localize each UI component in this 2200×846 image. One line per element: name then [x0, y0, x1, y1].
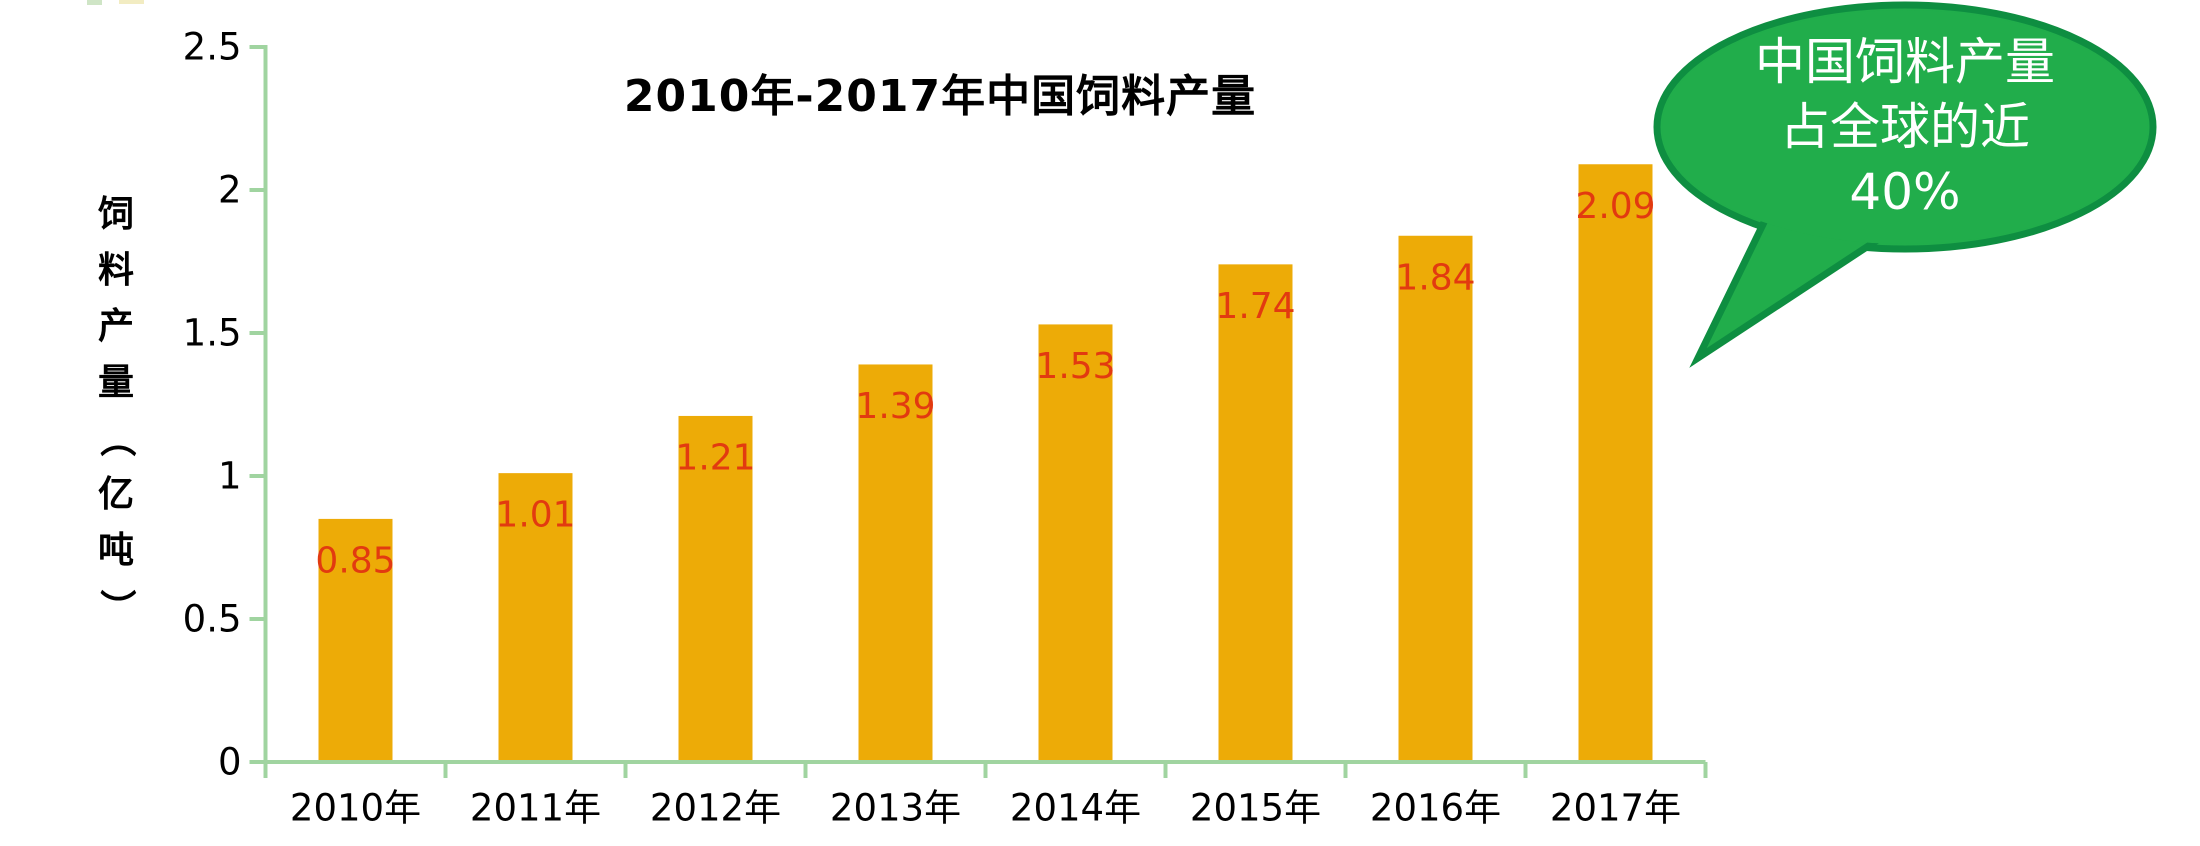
bar-value-label: 1.53: [1035, 346, 1115, 387]
bar-value-label: 1.21: [675, 437, 755, 478]
y-axis-title-char: 量: [97, 362, 134, 403]
bar-value-label: 1.01: [495, 495, 575, 536]
bar-2011年: [498, 473, 573, 764]
x-tick-label: 2011年: [470, 787, 601, 830]
bar-2010年: [318, 518, 393, 764]
y-tick-label: 1: [218, 455, 242, 498]
bar-2012年: [678, 415, 753, 764]
bar-2013年: [858, 364, 933, 764]
edge-artifact: [87, 0, 102, 5]
x-tick-label: 2010年: [290, 787, 421, 830]
callout-text-line: 中国饲料产量: [1755, 33, 2055, 91]
callout-text-line: 占全球的近: [1780, 98, 2030, 156]
x-tick-label: 2017年: [1550, 787, 1681, 830]
bar-2015年: [1218, 264, 1293, 764]
x-tick-label: 2014年: [1010, 787, 1141, 830]
edge-artifact: [119, 0, 144, 4]
chart-title: 2010年-2017年中国饲料产量: [623, 71, 1257, 122]
y-tick-label: 2: [218, 169, 242, 212]
bar-value-label: 1.84: [1395, 257, 1475, 298]
y-axis-title-char: 吨: [97, 530, 134, 571]
y-axis-title-char: 产: [97, 306, 134, 347]
bar-2014年: [1038, 324, 1113, 764]
bar-value-label: 1.74: [1215, 286, 1295, 327]
y-tick-label: 2.5: [183, 26, 242, 69]
x-tick-label: 2012年: [650, 787, 781, 830]
bar-value-label: 2.09: [1575, 186, 1655, 227]
y-axis-title-char: 饲: [97, 194, 134, 235]
callout-text-line: 40%: [1849, 163, 1960, 221]
x-tick-label: 2015年: [1190, 787, 1321, 830]
callout-seam-patch: [1662, 10, 2148, 244]
bar-value-label: 1.39: [855, 386, 935, 427]
y-tick-label: 0.5: [183, 598, 242, 641]
x-tick-label: 2016年: [1370, 787, 1501, 830]
y-tick-label: 1.5: [183, 312, 242, 355]
y-axis-title-char: 料: [97, 250, 134, 291]
bar-2017年: [1578, 164, 1653, 764]
bar-value-label: 0.85: [315, 540, 395, 581]
bar-2016年: [1398, 235, 1473, 764]
x-tick-label: 2013年: [830, 787, 961, 830]
y-axis-title-char: 亿: [97, 474, 134, 515]
y-tick-label: 0: [218, 741, 242, 784]
y-axis-title: 饲料产量（亿吨）: [96, 187, 137, 635]
